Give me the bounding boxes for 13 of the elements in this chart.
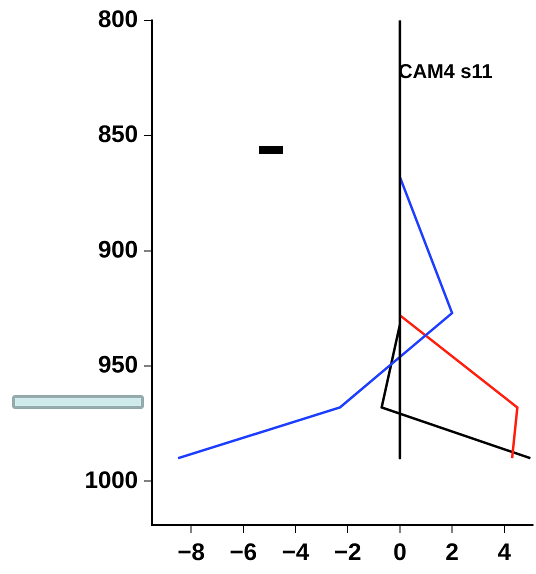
x-tick-label: −6 [230,539,258,566]
x-tick-label: −4 [282,539,310,566]
y-tick-label: 850 [98,121,138,148]
x-tick-label: 0 [393,539,407,566]
annotation: CAM4 s11 [398,60,493,83]
x-tick-label: −2 [334,539,362,566]
y-tick-label: 800 [98,6,138,34]
x-tick-label: 4 [498,539,512,566]
y-tick-label: 950 [98,352,138,379]
x-tick-label: 2 [445,539,459,566]
x-tick-label: −8 [177,539,205,566]
y-tick-label: 900 [98,236,138,264]
y-tick-label: 1000 [84,466,138,494]
